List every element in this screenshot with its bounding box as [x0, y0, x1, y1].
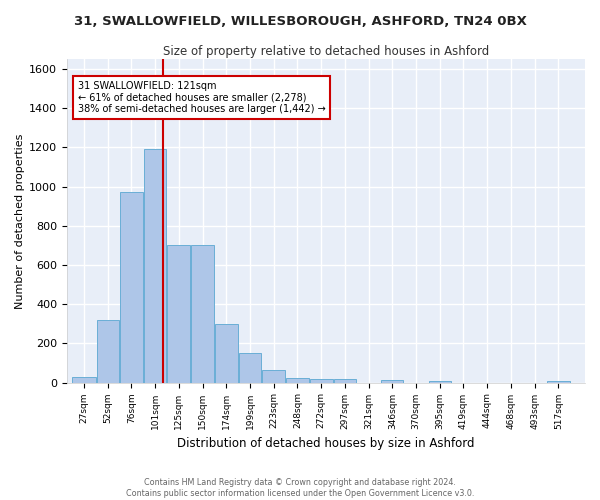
Text: Contains HM Land Registry data © Crown copyright and database right 2024.
Contai: Contains HM Land Registry data © Crown c… — [126, 478, 474, 498]
Bar — [167, 246, 190, 382]
Y-axis label: Number of detached properties: Number of detached properties — [15, 133, 25, 308]
Text: 31, SWALLOWFIELD, WILLESBOROUGH, ASHFORD, TN24 0BX: 31, SWALLOWFIELD, WILLESBOROUGH, ASHFORD… — [74, 15, 526, 28]
Bar — [547, 380, 570, 382]
Bar — [73, 376, 95, 382]
Text: 31 SWALLOWFIELD: 121sqm
← 61% of detached houses are smaller (2,278)
38% of semi: 31 SWALLOWFIELD: 121sqm ← 61% of detache… — [77, 80, 325, 114]
Bar — [120, 192, 143, 382]
Bar — [191, 246, 214, 382]
Bar — [310, 378, 333, 382]
Bar — [428, 380, 451, 382]
Bar — [262, 370, 286, 382]
X-axis label: Distribution of detached houses by size in Ashford: Distribution of detached houses by size … — [177, 437, 475, 450]
Bar — [381, 380, 403, 382]
Bar — [239, 353, 261, 382]
Bar — [334, 378, 356, 382]
Bar — [144, 150, 166, 382]
Bar — [286, 378, 308, 382]
Title: Size of property relative to detached houses in Ashford: Size of property relative to detached ho… — [163, 45, 489, 58]
Bar — [97, 320, 119, 382]
Bar — [215, 324, 238, 382]
